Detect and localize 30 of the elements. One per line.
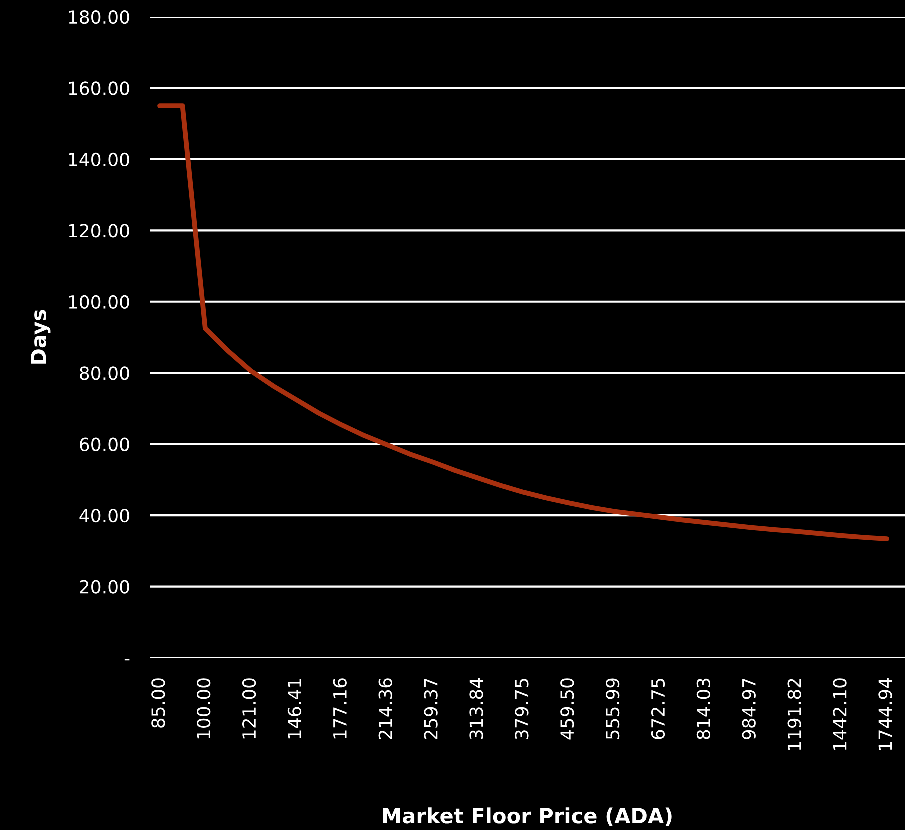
y-tick-label: 140.00 <box>69 152 130 167</box>
x-tick-label: 1744.94 <box>878 678 892 750</box>
x-tick-label: 121.00 <box>242 678 256 739</box>
x-tick-label: 459.50 <box>560 678 574 740</box>
x-tick-label: 814.03 <box>696 678 711 740</box>
y-tick-label: 60.00 <box>80 438 130 452</box>
x-tick-label: 100.00 <box>197 678 211 739</box>
y-tick-label: 120.00 <box>69 224 130 238</box>
x-tick-label: 379.75 <box>515 679 529 740</box>
x-tick-label: 313.84 <box>470 678 484 740</box>
x-tick-label: 1442.10 <box>833 678 847 750</box>
x-tick-label: 672.75 <box>651 679 666 740</box>
x-tick-label: 555.99 <box>606 678 620 740</box>
y-tick-label: 20.00 <box>80 580 130 594</box>
line-series <box>158 104 890 542</box>
x-tick-label: 259.37 <box>424 678 438 740</box>
y-tick-label: - <box>124 659 130 661</box>
x-tick-label: 85.00 <box>152 678 166 728</box>
x-tick-label: 214.36 <box>378 678 392 740</box>
y-tick-label: 160.00 <box>69 82 130 96</box>
x-tick-label: 146.41 <box>288 679 302 739</box>
x-tick-label: 1191.82 <box>788 679 802 750</box>
x-axis-title: Market Floor Price (ADA) <box>383 808 672 826</box>
x-tick-label: 177.16 <box>333 678 347 739</box>
y-tick-label: 40.00 <box>80 509 130 523</box>
y-tick-label: 100.00 <box>69 295 130 310</box>
y-tick-label: 80.00 <box>80 366 130 380</box>
y-tick-label: 180.00 <box>69 10 130 24</box>
x-tick-label: 984.97 <box>742 678 756 740</box>
y-axis-title: Days <box>31 310 51 364</box>
